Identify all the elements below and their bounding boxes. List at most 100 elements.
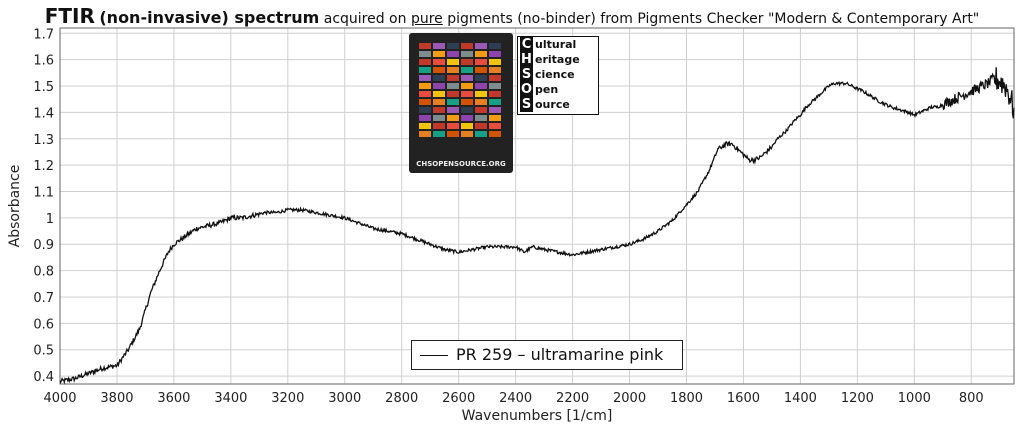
pigment-swatch	[447, 83, 459, 89]
pigment-swatch	[447, 91, 459, 97]
pigment-swatch	[447, 115, 459, 121]
pigment-swatch	[475, 107, 487, 113]
pigment-swatch	[419, 59, 431, 65]
pigment-swatch	[475, 123, 487, 129]
y-tick-label: 1.3	[33, 133, 54, 148]
y-tick-label: 0.7	[33, 291, 54, 306]
pigment-swatch	[447, 99, 459, 105]
pigment-swatch	[447, 67, 459, 73]
x-tick-label: 3600	[157, 391, 190, 406]
pigment-swatch	[461, 51, 473, 57]
y-tick-label: 0.9	[33, 238, 54, 253]
pigment-swatch	[461, 59, 473, 65]
pigment-swatch	[433, 67, 445, 73]
y-tick-label: 1.5	[33, 80, 54, 95]
x-tick-label: 2800	[385, 391, 418, 406]
pigment-swatch	[433, 91, 445, 97]
checker-url: CHSOPENSOURCE.ORG	[416, 160, 506, 168]
pigment-swatch	[475, 99, 487, 105]
x-tick-label: 2000	[613, 391, 646, 406]
x-tick-label: 2400	[499, 391, 532, 406]
pigment-swatch	[489, 43, 501, 49]
pigment-swatch	[475, 115, 487, 121]
y-tick-label: 0.4	[33, 370, 54, 385]
y-tick-label: 0.6	[33, 317, 54, 332]
pigment-swatch	[475, 75, 487, 81]
x-axis-label: Wavenumbers [1/cm]	[462, 408, 613, 424]
x-tick-label: 1600	[727, 391, 760, 406]
pigment-swatch	[419, 99, 431, 105]
pigment-swatch	[461, 99, 473, 105]
pigment-swatch	[489, 115, 501, 121]
pigment-swatch	[461, 67, 473, 73]
chart-title: FTIR (non-invasive) spectrum acquired on…	[0, 4, 1024, 28]
pigment-swatch	[489, 67, 501, 73]
pigment-swatch	[419, 107, 431, 113]
legend-line-swatch	[420, 355, 448, 356]
legend: PR 259 – ultramarine pink	[411, 340, 683, 370]
pigment-swatch	[447, 59, 459, 65]
x-tick-label: 2600	[442, 391, 475, 406]
title-rest: pigments (no-binder) from Pigments Check…	[447, 11, 980, 27]
pigment-swatch	[461, 131, 473, 137]
pigment-swatch	[475, 51, 487, 57]
y-tick-label: 1.4	[33, 106, 54, 121]
y-tick-label: 1.6	[33, 54, 54, 69]
y-axis-label: Absorbance	[7, 165, 23, 248]
pigment-swatch	[475, 43, 487, 49]
x-tick-label: 1400	[784, 391, 817, 406]
pigment-swatch	[461, 83, 473, 89]
pigment-swatch	[475, 67, 487, 73]
pigment-swatch	[433, 99, 445, 105]
pigment-swatch	[489, 75, 501, 81]
logo-letter-s: S	[520, 67, 533, 82]
x-tick-label: 3200	[271, 391, 304, 406]
y-tick-labels: 0.4 0.5 0.6 0.7 0.8 0.9 1 1.1 1.2 1.3 1.4 1.5 1.6 1.7	[33, 27, 54, 385]
pigment-swatch	[489, 107, 501, 113]
x-tick-label: 1000	[898, 391, 931, 406]
pigment-swatch	[489, 51, 501, 57]
pigment-swatch	[475, 131, 487, 137]
y-tick-label: 1.1	[33, 185, 54, 200]
pigment-swatch	[447, 51, 459, 57]
pigment-swatch	[419, 67, 431, 73]
logo-word-source: ource	[535, 98, 570, 111]
y-tick-label: 1.2	[33, 159, 54, 174]
pigment-swatch	[461, 107, 473, 113]
pigment-swatch	[433, 131, 445, 137]
pigment-swatch	[447, 131, 459, 137]
y-tick-label: 0.5	[33, 344, 54, 359]
x-tick-label: 1800	[670, 391, 703, 406]
pigment-swatch	[433, 107, 445, 113]
y-tick-label: 1	[46, 212, 54, 227]
pigment-swatch	[475, 83, 487, 89]
y-tick-label: 0.8	[33, 265, 54, 280]
pigment-swatch	[433, 51, 445, 57]
x-tick-label: 3800	[100, 391, 133, 406]
logo-letter-o: O	[520, 82, 533, 97]
pigment-swatch	[419, 75, 431, 81]
pigment-swatches	[419, 43, 501, 137]
pigment-swatch	[433, 75, 445, 81]
pigment-swatch	[461, 75, 473, 81]
pigment-swatch	[447, 107, 459, 113]
pigment-swatch	[433, 43, 445, 49]
pigment-swatch	[419, 123, 431, 129]
pigment-swatch	[433, 123, 445, 129]
series-line-pr259	[59, 67, 1015, 385]
pigment-swatch	[461, 43, 473, 49]
x-tick-label: 800	[959, 391, 984, 406]
pigment-swatch	[489, 123, 501, 129]
x-tick-labels: 4000 3800 3600 3400 3200 3000 2800 2600 2400 2200…	[43, 391, 983, 406]
pigment-swatch	[461, 115, 473, 121]
pigment-swatch	[489, 99, 501, 105]
pigment-swatch	[489, 91, 501, 97]
pigment-swatch	[475, 91, 487, 97]
x-tick-label: 3000	[328, 391, 361, 406]
logo-word-science: cience	[535, 68, 575, 81]
title-pure: pure	[410, 11, 443, 27]
pigment-swatch	[461, 91, 473, 97]
logo-word-heritage: eritage	[535, 53, 580, 66]
pigment-swatch	[419, 91, 431, 97]
